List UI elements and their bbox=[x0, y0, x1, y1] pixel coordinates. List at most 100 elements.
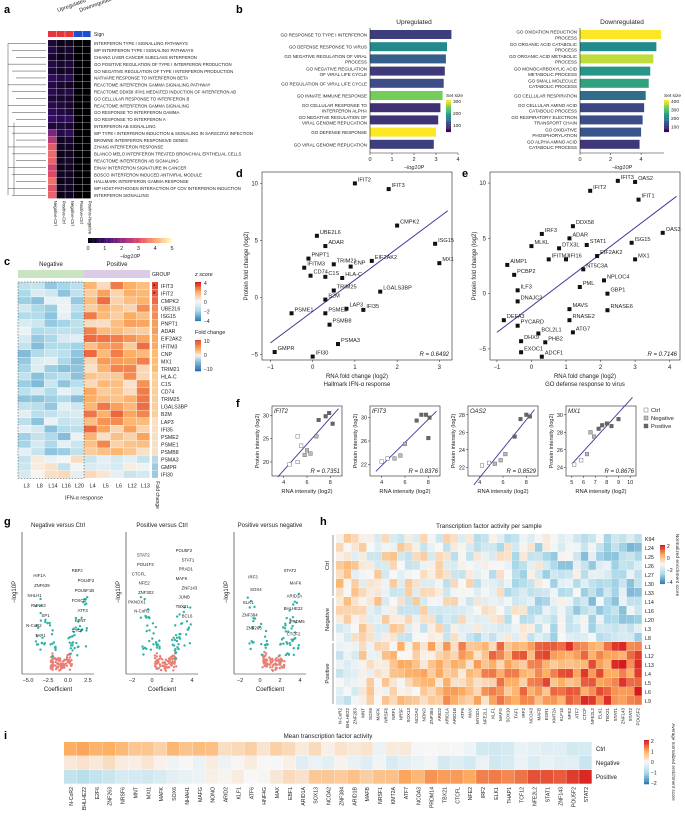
heatmap-cell bbox=[48, 74, 57, 82]
tf-activity-cell bbox=[366, 606, 375, 615]
tf-activity-cell bbox=[481, 660, 489, 669]
i-group-label: Ctrl bbox=[596, 747, 605, 753]
heatmap-cell bbox=[82, 129, 91, 137]
tf-activity-cell bbox=[358, 579, 367, 588]
volcano-point-sig bbox=[249, 599, 253, 603]
volcano-point-sig bbox=[175, 639, 179, 643]
tf-activity-cell bbox=[519, 534, 528, 543]
tf-activity-cell bbox=[588, 570, 596, 579]
tf-activity-cell bbox=[519, 597, 528, 606]
tf-activity-cell bbox=[458, 633, 466, 642]
colorbar-segment bbox=[124, 238, 126, 243]
volcano-point-sig bbox=[39, 648, 42, 651]
y-tick-label: 5 bbox=[483, 236, 487, 242]
volcano-point-sig bbox=[286, 652, 289, 655]
y-axis-label: Protein fold change (log2) bbox=[244, 232, 250, 301]
tf-activity-cell bbox=[366, 579, 375, 588]
tf-activity-cell bbox=[565, 642, 573, 651]
zscore-cell bbox=[70, 433, 84, 441]
h-tf-label: CTCF bbox=[582, 708, 587, 720]
point-label: ISG15 bbox=[635, 237, 651, 243]
volcano-point-sig bbox=[295, 601, 299, 604]
tf-activity-cell bbox=[611, 624, 619, 633]
gene-label: IFI30 bbox=[161, 473, 173, 479]
pathway-label: INTERFERON AB SIGNALLING bbox=[94, 124, 156, 129]
colorbar-segment bbox=[135, 238, 138, 243]
zscore-cell bbox=[31, 334, 44, 342]
zscore-legend-gradient bbox=[195, 296, 201, 298]
y-tick-label: 30 bbox=[361, 416, 367, 422]
fold-legend-tick: 10 bbox=[204, 339, 210, 345]
colorbar-segment bbox=[100, 238, 103, 243]
colorbar-segment bbox=[120, 238, 122, 243]
colorbar-tick: 3 bbox=[137, 246, 140, 252]
i-legend-gradient bbox=[644, 740, 649, 742]
zscore-cell bbox=[84, 433, 97, 441]
tf-activity-cell bbox=[527, 606, 535, 615]
tf-activity-cell bbox=[489, 570, 497, 579]
heatmap-cell bbox=[65, 102, 74, 109]
tf-activity-cell bbox=[588, 606, 596, 615]
colorbar-segment bbox=[144, 238, 146, 243]
volcano-point-sig bbox=[252, 619, 255, 623]
tf-activity-cell bbox=[404, 651, 413, 660]
tf-activity-cell bbox=[626, 660, 635, 669]
tf-activity-cell bbox=[466, 642, 474, 651]
h-sample-label: L26 bbox=[645, 564, 654, 570]
tf-activity-cell bbox=[496, 543, 505, 552]
h-legend-title: Normalized enrichment score bbox=[674, 534, 680, 597]
bar-category-label: PROCESS bbox=[345, 60, 367, 65]
zscore-cell bbox=[70, 410, 84, 418]
tf-activity-cell bbox=[511, 570, 520, 579]
mean-activity-cell bbox=[167, 770, 180, 784]
heatmap-cell bbox=[65, 40, 74, 47]
zscore-cell bbox=[123, 463, 137, 471]
tf-activity-cell bbox=[527, 579, 535, 588]
i-tf-label: HNF4G bbox=[262, 787, 268, 805]
zscore-legend-gradient bbox=[195, 284, 201, 286]
bar-category-label: GO DEFENSE RESPONSE TO VIRUS bbox=[289, 45, 367, 50]
colorbar-segment bbox=[113, 238, 115, 243]
tf-activity-cell bbox=[611, 597, 619, 606]
tf-activity-cell bbox=[358, 561, 367, 570]
fold-legend-gradient bbox=[195, 364, 201, 367]
heatmap-cell bbox=[56, 122, 65, 130]
tf-activity-cell bbox=[634, 588, 642, 597]
tf-activity-cell bbox=[542, 633, 550, 642]
tf-activity-cell bbox=[588, 633, 596, 642]
tf-activity-cell bbox=[511, 561, 520, 570]
tf-activity-cell bbox=[343, 669, 352, 678]
mean-activity-cell bbox=[128, 770, 141, 784]
mean-activity-cell bbox=[553, 756, 566, 770]
tf-activity-cell bbox=[504, 588, 512, 597]
tf-activity-cell bbox=[519, 696, 528, 705]
fold-change-cell bbox=[152, 327, 158, 335]
tf-activity-cell bbox=[450, 561, 459, 570]
zscore-cell bbox=[18, 470, 31, 478]
volcano-point-sig bbox=[284, 622, 287, 625]
sample-label: L16 bbox=[62, 483, 71, 489]
tf-activity-cell bbox=[573, 588, 581, 597]
tf-activity-cell bbox=[588, 687, 596, 696]
tf-activity-cell bbox=[527, 669, 535, 678]
tf-activity-cell bbox=[542, 552, 550, 561]
fold-legend-gradient bbox=[195, 349, 201, 351]
tf-activity-cell bbox=[573, 642, 581, 651]
group-legend-label: GROUP bbox=[152, 272, 171, 278]
volcano-point-sig bbox=[70, 635, 74, 638]
volcano-point-sig bbox=[279, 643, 282, 646]
mean-activity-cell bbox=[463, 742, 476, 756]
zscore-cell bbox=[97, 463, 110, 471]
tf-activity-cell bbox=[489, 633, 497, 642]
heatmap-cell bbox=[65, 109, 74, 116]
colorbar-title: −log10P bbox=[120, 254, 141, 260]
tf-activity-cell bbox=[542, 570, 550, 579]
data-point bbox=[585, 452, 590, 457]
tf-activity-cell bbox=[611, 651, 619, 660]
gene-label: LGALS3BP bbox=[161, 405, 188, 411]
i-legend-tick: 1 bbox=[651, 750, 654, 756]
zscore-cell bbox=[136, 342, 150, 350]
i-tf-label: E2F6 bbox=[95, 787, 101, 800]
h-legend-gradient bbox=[660, 561, 665, 564]
legend-gradient bbox=[446, 120, 451, 123]
